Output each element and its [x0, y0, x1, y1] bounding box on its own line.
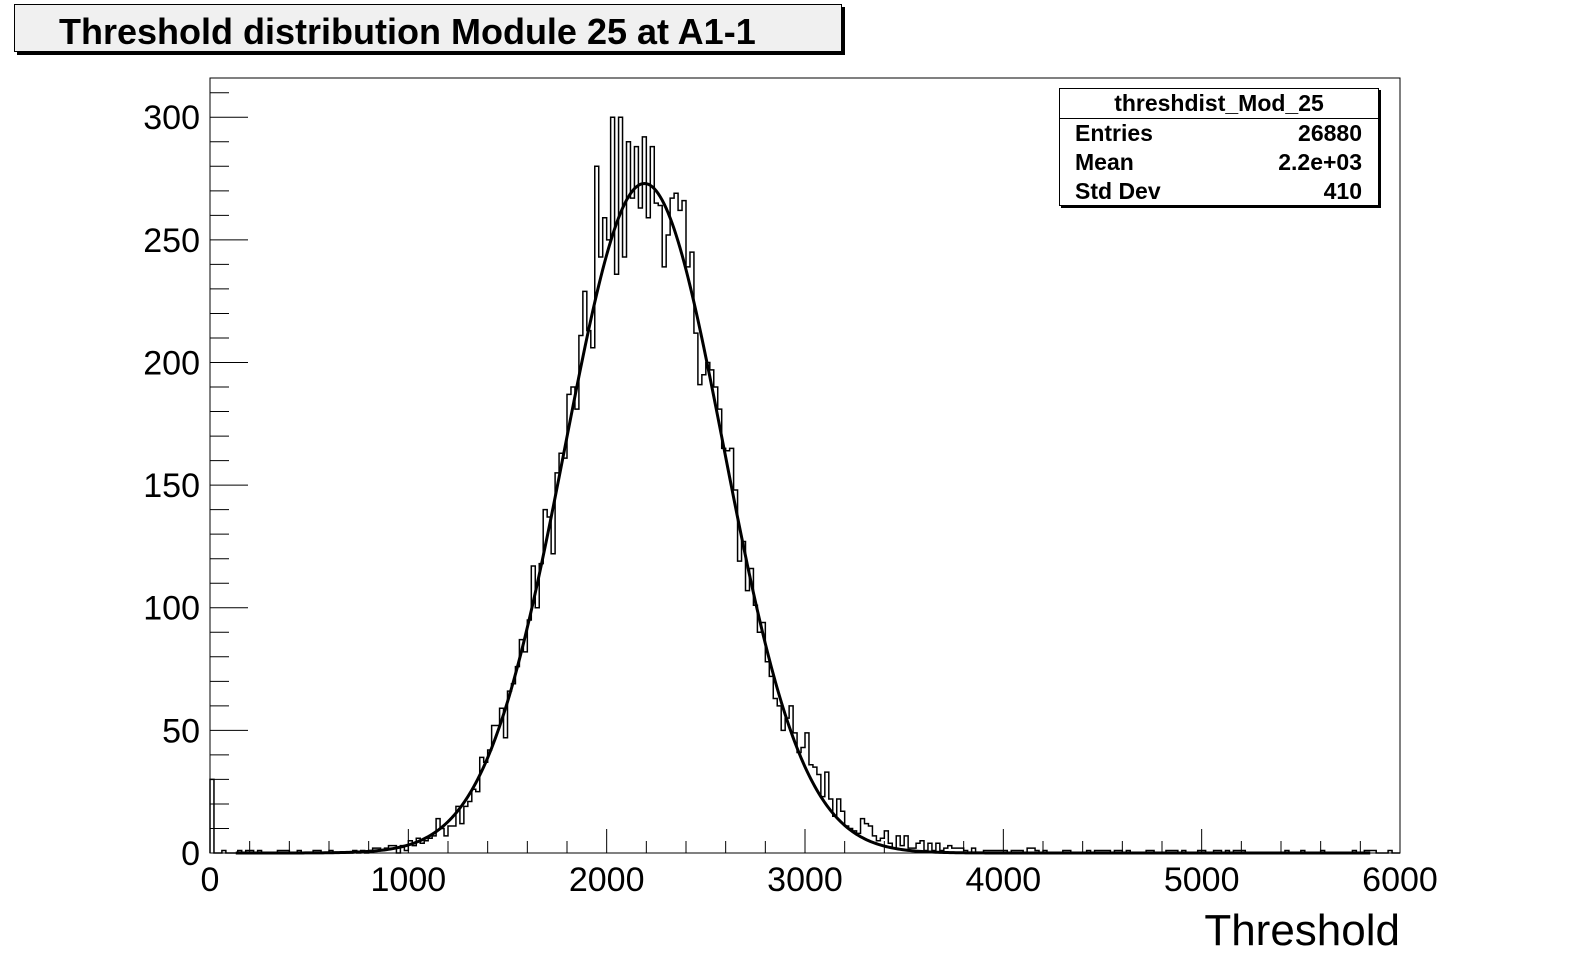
x-tick-label: 6000 — [1362, 861, 1438, 899]
y-tick-label: 300 — [143, 99, 200, 137]
x-tick-label: 3000 — [767, 861, 843, 899]
y-tick-label: 0 — [181, 835, 200, 873]
title-box: Threshold distribution Module 25 at A1-1 — [14, 4, 842, 52]
y-tick-label: 100 — [143, 590, 200, 628]
axis-tick-labels: 0 1000 2000 3000 4000 5000 6000 0 50 100 150 200 250… — [143, 99, 1438, 899]
stats-row-mean: Mean 2.2e+03 — [1060, 148, 1378, 177]
stats-value: 410 — [1323, 178, 1362, 204]
y-tick-label: 200 — [143, 344, 200, 382]
x-tick-label: 4000 — [966, 861, 1042, 899]
x-tick-label: 2000 — [569, 861, 645, 899]
y-tick-label: 50 — [162, 712, 200, 750]
stats-histogram-name: threshdist_Mod_25 — [1060, 89, 1378, 119]
y-tick-label: 250 — [143, 222, 200, 260]
x-tick-label: 0 — [201, 861, 220, 899]
x-axis-label: Threshold — [1204, 906, 1400, 955]
y-tick-label: 150 — [143, 467, 200, 505]
chart-title: Threshold distribution Module 25 at A1-1 — [59, 11, 756, 52]
stats-label: Std Dev — [1075, 178, 1161, 204]
stats-row-stddev: Std Dev 410 — [1060, 177, 1378, 206]
gaussian-fit-curve — [235, 181, 1371, 855]
stats-label: Mean — [1075, 149, 1134, 175]
stats-label: Entries — [1075, 120, 1153, 146]
stats-value: 2.2e+03 — [1278, 149, 1362, 175]
x-tick-label: 1000 — [371, 861, 447, 899]
stats-value: 26880 — [1298, 120, 1362, 146]
x-tick-label: 5000 — [1164, 861, 1240, 899]
stats-box: threshdist_Mod_25 Entries 26880 Mean 2.2… — [1059, 88, 1379, 206]
histogram-series — [209, 116, 1400, 854]
axis-ticks — [209, 92, 1401, 854]
stats-row-entries: Entries 26880 — [1060, 119, 1378, 148]
